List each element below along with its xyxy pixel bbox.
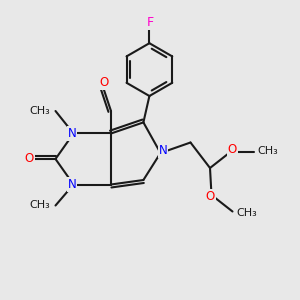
- Text: N: N: [68, 127, 76, 140]
- Text: O: O: [206, 190, 215, 203]
- Text: O: O: [228, 142, 237, 156]
- Text: CH₃: CH₃: [236, 208, 257, 218]
- Text: CH₃: CH₃: [29, 200, 50, 211]
- Text: O: O: [25, 152, 34, 166]
- Text: CH₃: CH₃: [258, 146, 278, 157]
- Text: N: N: [68, 178, 76, 191]
- Text: O: O: [99, 76, 108, 89]
- Text: CH₃: CH₃: [29, 106, 50, 116]
- Text: F: F: [147, 16, 154, 29]
- Text: N: N: [158, 144, 167, 157]
